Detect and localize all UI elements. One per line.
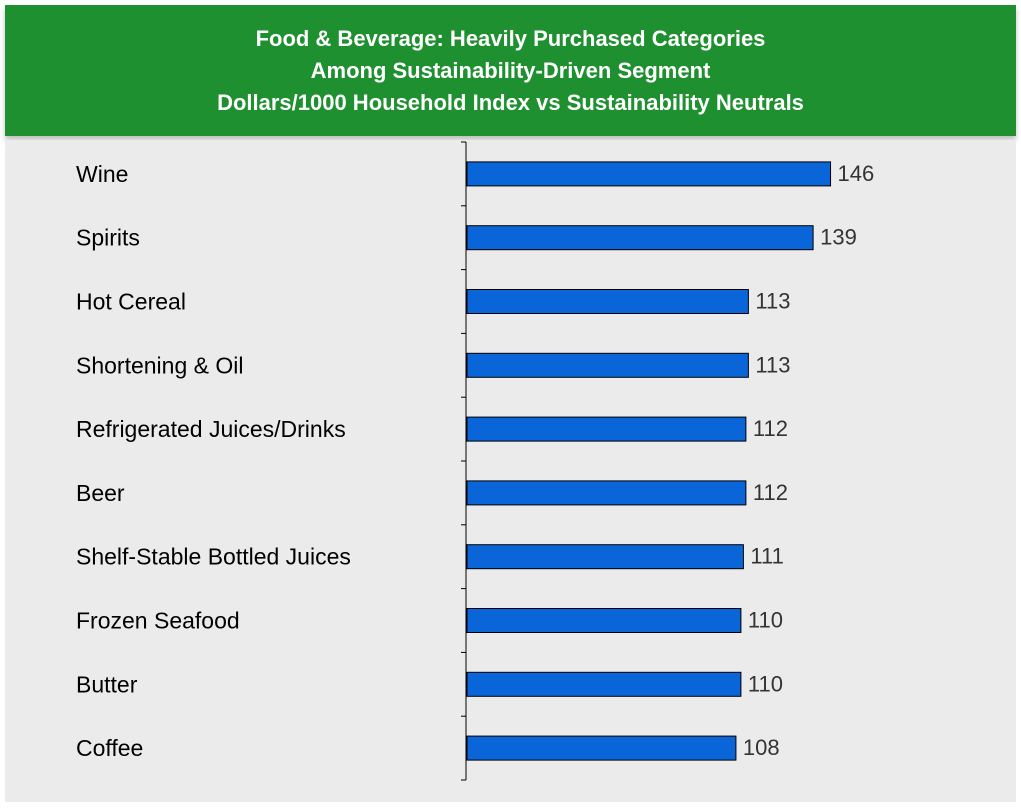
category-label: Beer	[76, 480, 125, 506]
bar	[466, 544, 744, 570]
bar	[466, 671, 742, 697]
category-label: Hot Cereal	[76, 289, 186, 315]
bar	[466, 352, 749, 378]
data-label: 113	[755, 352, 790, 377]
data-label: 139	[820, 225, 857, 250]
category-label: Frozen Seafood	[76, 608, 240, 634]
data-label: 110	[748, 671, 783, 696]
data-label: 111	[750, 544, 783, 569]
data-label: 146	[838, 161, 875, 186]
chart-title-line-1: Food & Beverage: Heavily Purchased Categ…	[255, 25, 766, 51]
category-label: Spirits	[76, 225, 140, 251]
category-label: Refrigerated Juices/Drinks	[76, 416, 346, 442]
data-label: 110	[748, 608, 783, 633]
data-label: 112	[753, 480, 788, 505]
bar	[466, 480, 747, 506]
chart-title-banner: Food & Beverage: Heavily Purchased Categ…	[5, 5, 1016, 136]
category-label: Wine	[76, 161, 128, 187]
bar	[466, 289, 749, 314]
category-label: Shelf-Stable Bottled Juices	[76, 544, 351, 570]
chart-title-line-2: Among Sustainability-Driven Segment	[310, 57, 711, 83]
category-label: Shortening & Oil	[76, 352, 243, 378]
data-label: 112	[753, 416, 788, 441]
bar	[466, 416, 747, 442]
category-label: Coffee	[76, 735, 143, 761]
bar	[466, 735, 737, 761]
bar	[466, 608, 742, 633]
bar	[466, 161, 832, 187]
category-label: Butter	[76, 671, 138, 697]
data-label: 108	[743, 735, 780, 760]
bar	[466, 225, 814, 251]
chart-title-line-3: Dollars/1000 Household Index vs Sustaina…	[217, 89, 804, 115]
data-label: 113	[755, 289, 790, 314]
